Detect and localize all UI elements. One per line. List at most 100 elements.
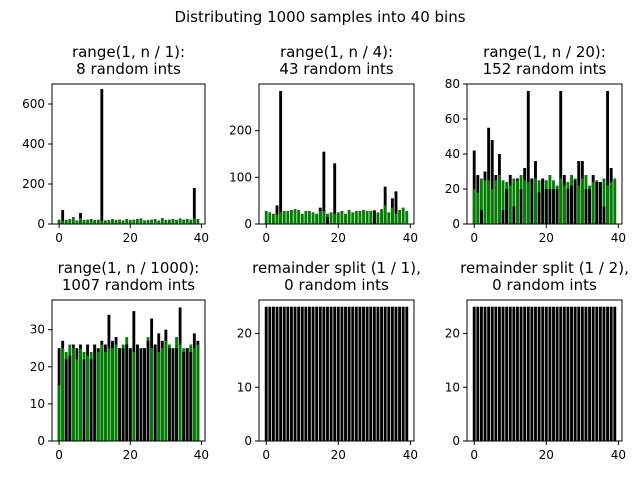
black-bar	[548, 306, 552, 441]
green-bar	[523, 180, 527, 224]
green-bar	[100, 221, 104, 224]
green-bar	[562, 185, 566, 224]
green-bar	[512, 178, 516, 224]
subplot-title-line1: range(1, n / 4):	[280, 43, 393, 61]
black-bar	[282, 306, 286, 441]
subplot-2: range(1, n / 4):43 random ints 0 20 40 0 100 2…	[229, 43, 418, 245]
black-bar	[552, 306, 555, 441]
black-bar	[365, 306, 369, 441]
subplot-title-line2: 8 random ints	[76, 60, 181, 78]
green-bar	[103, 351, 107, 441]
black-bar	[555, 306, 559, 441]
black-bar	[64, 359, 68, 441]
black-bar	[68, 355, 72, 441]
green-bar	[315, 213, 319, 224]
green-bar	[79, 348, 82, 441]
y-tick-label: 20	[237, 327, 252, 341]
green-bar	[61, 348, 65, 441]
black-bar	[61, 210, 65, 224]
green-bar	[107, 220, 111, 224]
green-bar	[318, 210, 322, 224]
green-bar	[164, 220, 168, 224]
black-bar	[544, 306, 548, 441]
black-bar	[570, 185, 573, 224]
black-bar	[598, 182, 602, 224]
black-bar	[573, 306, 577, 441]
green-bar	[487, 180, 491, 224]
green-bar	[613, 178, 617, 224]
x-tick-label: 20	[331, 231, 346, 245]
black-bar	[472, 150, 476, 224]
subplot-title-line2: 1007 random ints	[62, 276, 195, 294]
black-bar	[394, 306, 398, 441]
black-bar	[584, 306, 588, 441]
axes-frame	[51, 299, 206, 442]
y-tick-label: 200	[22, 177, 45, 191]
green-bar	[103, 220, 107, 224]
black-bar	[602, 206, 606, 224]
axes-frame	[258, 299, 415, 442]
subplot-title-line2: 0 random ints	[492, 276, 597, 294]
black-bar	[168, 348, 171, 441]
green-bar	[89, 219, 93, 224]
green-bar	[271, 213, 275, 224]
green-bar	[68, 219, 72, 224]
black-bar	[519, 189, 523, 224]
green-bar	[61, 221, 65, 224]
green-bar	[333, 213, 337, 224]
black-bar	[394, 191, 398, 224]
green-bar	[293, 209, 297, 224]
black-bar	[516, 306, 519, 441]
subplot-5: remainder split (1 / 1),0 random ints 0 20…	[237, 259, 421, 462]
y-tick-label: 0	[244, 434, 252, 448]
black-bar	[372, 306, 376, 441]
black-bar	[591, 306, 595, 441]
black-bar	[369, 306, 373, 441]
subplot-title-line1: remainder split (1 / 1),	[252, 259, 421, 277]
black-bar	[548, 189, 552, 224]
black-bar	[153, 344, 157, 441]
black-bar	[523, 306, 527, 441]
black-bar	[559, 306, 563, 441]
green-bar	[96, 219, 100, 224]
green-bar	[362, 210, 365, 224]
x-tick-label: 40	[194, 231, 209, 245]
black-bar	[118, 348, 122, 441]
black-bar	[501, 306, 505, 441]
x-tick-label: 0	[262, 231, 270, 245]
black-bar	[128, 348, 132, 441]
y-tick-label: 0	[244, 217, 252, 231]
green-bar	[534, 178, 537, 224]
green-bar	[189, 219, 193, 224]
y-tick-label: 60	[445, 112, 460, 126]
black-bar	[362, 306, 365, 441]
black-bar	[322, 151, 326, 224]
green-bar	[490, 189, 494, 224]
green-bar	[383, 205, 387, 224]
black-bar	[264, 306, 268, 441]
x-tick-label: 20	[539, 231, 554, 245]
black-bar	[588, 189, 591, 224]
black-bar	[326, 217, 329, 224]
green-bar	[93, 220, 97, 224]
x-tick-label: 0	[470, 231, 478, 245]
x-tick-label: 0	[262, 448, 270, 462]
x-tick-label: 20	[539, 448, 554, 462]
green-bar	[146, 220, 150, 224]
green-bar	[483, 180, 487, 224]
green-bar	[157, 220, 161, 224]
y-tick-label: 200	[229, 124, 252, 138]
green-bar	[185, 219, 189, 224]
y-tick-label: 0	[37, 434, 45, 448]
black-bar	[333, 306, 337, 441]
black-bar	[175, 348, 178, 441]
black-bar	[530, 306, 534, 441]
green-bar	[365, 210, 369, 224]
black-bar	[505, 189, 509, 224]
green-bar	[160, 218, 164, 224]
black-bar	[526, 91, 530, 224]
green-bar	[602, 178, 606, 224]
black-bar	[82, 359, 86, 441]
green-bar	[111, 219, 114, 224]
